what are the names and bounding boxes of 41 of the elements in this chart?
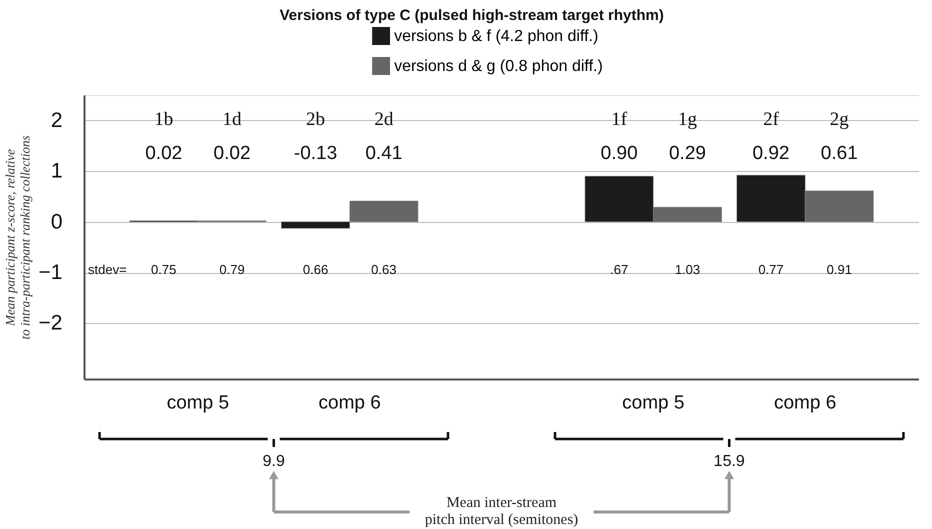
legend-label: versions b & f (4.2 phon diff.) — [394, 28, 598, 45]
annotation: 0.77 — [758, 262, 784, 277]
annotation: 1f — [611, 109, 628, 130]
chart-title: Versions of type C (pulsed high-stream target rhythm) — [280, 7, 664, 24]
text: 9.9 — [262, 453, 285, 470]
data-label: 0.02 — [214, 143, 251, 164]
y-tick-label: 1 — [50, 160, 62, 183]
x-tick-label: comp 6 — [774, 392, 836, 414]
annotation: 2f — [763, 109, 780, 130]
annotation: 0.91 — [826, 262, 852, 277]
annotation: stdev= — [88, 262, 127, 277]
annotation: 0.66 — [302, 262, 328, 277]
x-tick-label: comp 5 — [622, 392, 684, 414]
data-label: 0.90 — [600, 143, 638, 164]
annotation: 0.75 — [151, 262, 176, 277]
y-tick-label: 2 — [50, 108, 62, 132]
x-tick-label: comp 5 — [166, 392, 230, 414]
data-label: 0.41 — [365, 143, 402, 164]
annotation: 2b — [306, 109, 326, 130]
y-tick-label: −1 — [38, 261, 62, 284]
y-tick-label: −2 — [38, 312, 62, 335]
annotation: 0.63 — [371, 262, 396, 277]
annotation: 1b — [154, 109, 174, 130]
y-axis-title: Mean participant z-score, relative to intra-participant ranking collections — [2, 135, 33, 340]
annotation: 2g — [830, 109, 850, 130]
data-label: 0.29 — [668, 143, 706, 164]
text: 15.9 — [714, 453, 745, 470]
annotation: 1d — [222, 109, 242, 130]
text: Mean inter-stream pitch interval (semitones) — [424, 495, 578, 528]
annotation: 1g — [678, 109, 698, 130]
annotation: .67 — [610, 262, 628, 277]
legend-label: versions d & g (0.8 phon diff.) — [394, 58, 603, 75]
data-label: 0.61 — [820, 143, 858, 164]
y-tick-label: 0 — [50, 210, 62, 234]
annotation: 1.03 — [674, 262, 700, 277]
annotation: 2d — [374, 109, 394, 130]
annotation: 0.79 — [219, 262, 245, 277]
data-label: 0.02 — [145, 143, 182, 164]
x-tick-label: comp 6 — [318, 392, 381, 414]
data-label: -0.13 — [294, 143, 338, 164]
data-label: 0.92 — [752, 143, 790, 164]
